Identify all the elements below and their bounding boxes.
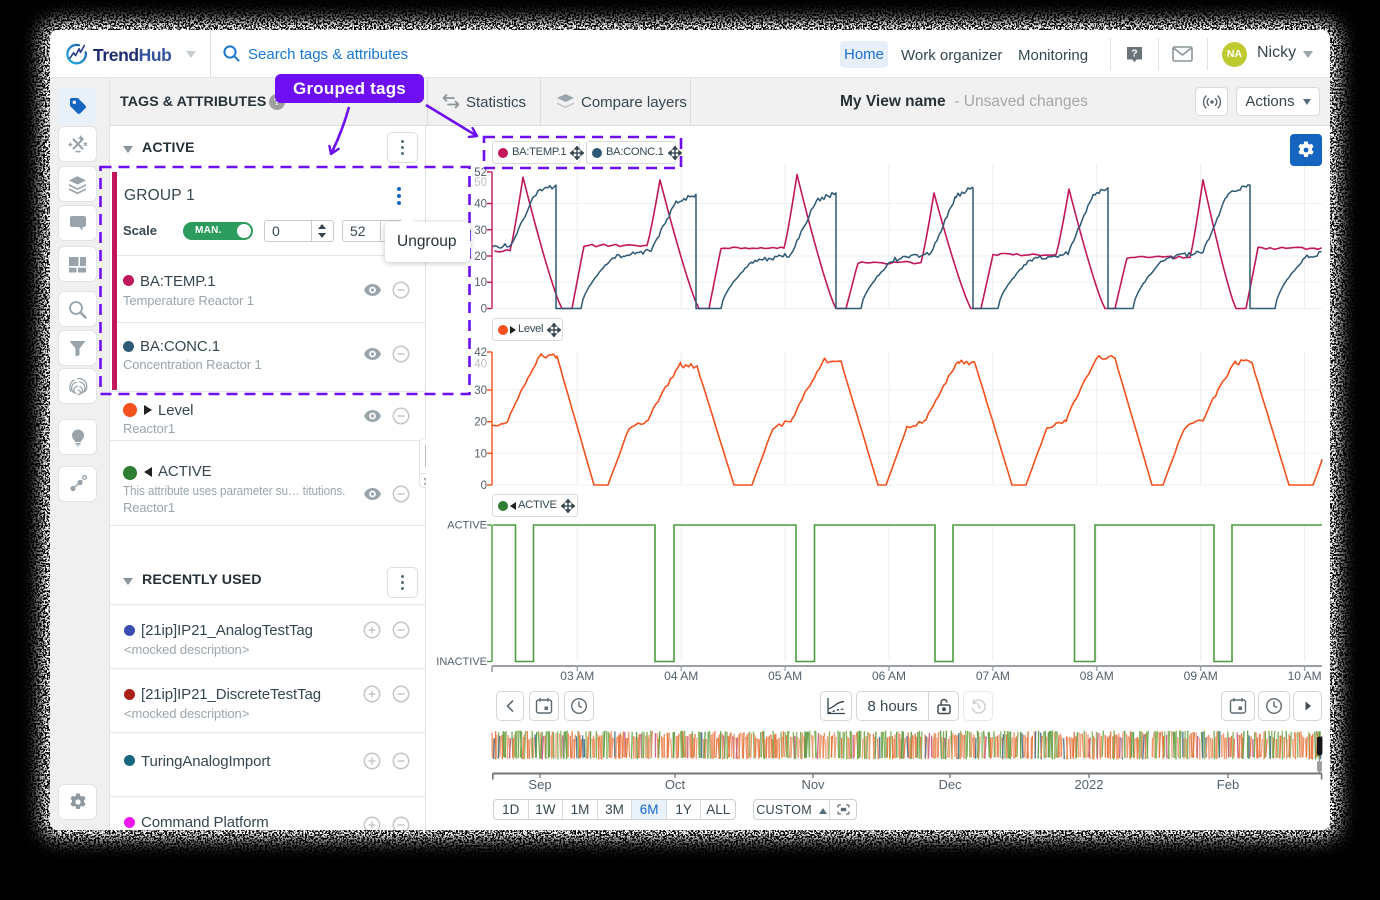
- svg-text:42: 42: [474, 347, 487, 359]
- svg-text:20: 20: [474, 251, 487, 263]
- svg-text:05 AM: 05 AM: [768, 669, 802, 683]
- svg-text:09 AM: 09 AM: [1184, 669, 1218, 683]
- svg-text:Nov: Nov: [801, 777, 825, 792]
- svg-text:ACTIVE: ACTIVE: [447, 520, 487, 532]
- svg-text:20: 20: [474, 417, 487, 429]
- svg-text:0: 0: [481, 304, 487, 316]
- svg-text:50: 50: [474, 177, 487, 189]
- svg-text:2022: 2022: [1075, 777, 1104, 792]
- svg-text:INACTIVE: INACTIVE: [436, 656, 487, 668]
- svg-text:Oct: Oct: [665, 777, 686, 792]
- svg-text:0: 0: [481, 480, 487, 492]
- svg-text:?: ?: [1131, 48, 1137, 60]
- svg-text:10: 10: [474, 277, 487, 289]
- svg-text:08 AM: 08 AM: [1080, 669, 1114, 683]
- svg-text:40: 40: [474, 199, 487, 211]
- svg-text:52: 52: [474, 167, 487, 179]
- svg-text:Dec: Dec: [938, 777, 962, 792]
- svg-text:Sep: Sep: [528, 777, 551, 792]
- svg-text:30: 30: [474, 385, 487, 397]
- svg-text:04 AM: 04 AM: [664, 669, 698, 683]
- svg-text:03 AM: 03 AM: [560, 669, 594, 683]
- svg-text:10 AM: 10 AM: [1288, 669, 1322, 683]
- svg-text:30: 30: [474, 225, 487, 237]
- svg-text:10: 10: [474, 448, 487, 460]
- svg-text:40: 40: [474, 358, 487, 370]
- svg-text:07 AM: 07 AM: [976, 669, 1010, 683]
- svg-text:Feb: Feb: [1217, 777, 1239, 792]
- svg-text:06 AM: 06 AM: [872, 669, 906, 683]
